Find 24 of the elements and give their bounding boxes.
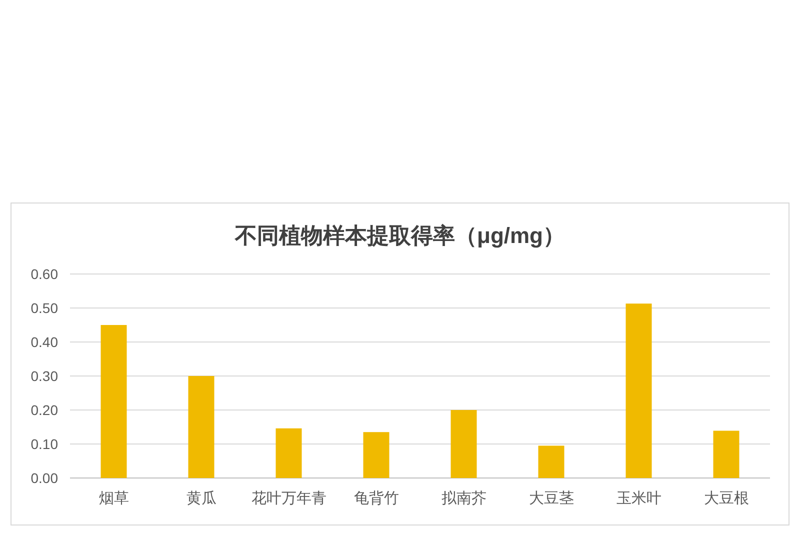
y-tick-label: 0.60: [30, 266, 58, 282]
bar: [538, 446, 564, 478]
x-tick-label: 烟草: [98, 490, 129, 507]
x-tick-label: 拟南芥: [441, 490, 486, 507]
y-tick-label: 0.10: [30, 436, 58, 452]
bar: [100, 325, 127, 478]
y-tick-label: 0.50: [30, 300, 58, 316]
bar: [188, 376, 214, 478]
y-tick-label: 0.20: [30, 402, 58, 418]
x-tick-label: 玉米叶: [616, 490, 662, 507]
x-tick-label: 花叶万年青: [251, 490, 326, 507]
x-tick-label: 大豆根: [704, 490, 749, 507]
y-tick-label: 0.00: [30, 470, 58, 486]
bar: [276, 428, 302, 478]
y-tick-label: 0.30: [30, 368, 58, 384]
y-tick-label: 0.40: [30, 334, 58, 350]
x-tick-label: 大豆茎: [528, 490, 574, 507]
x-tick-label: 龟背竹: [354, 490, 399, 507]
bar: [450, 410, 477, 478]
x-tick-label: 黄瓜: [186, 490, 216, 507]
bar: [713, 430, 740, 478]
chart-title: 不同植物样本提取得率（μg/mg）: [234, 223, 566, 248]
bar: [363, 432, 390, 478]
bar: [626, 304, 652, 478]
